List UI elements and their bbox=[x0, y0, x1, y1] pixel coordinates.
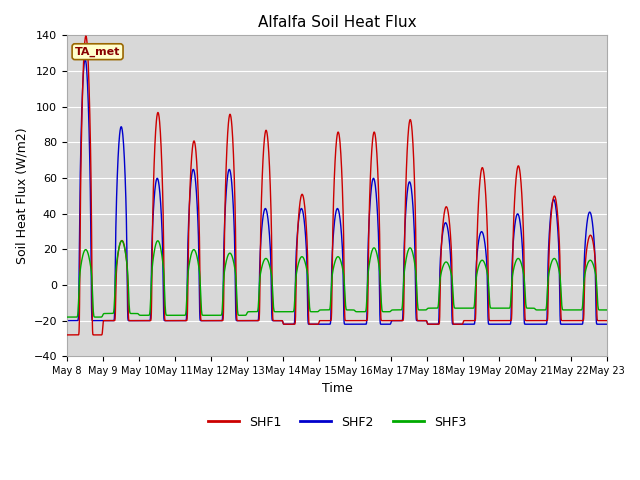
Y-axis label: Soil Heat Flux (W/m2): Soil Heat Flux (W/m2) bbox=[15, 128, 28, 264]
SHF3 bbox=[63, 314, 70, 320]
SHF3 bbox=[494, 305, 502, 311]
SHF3 bbox=[365, 268, 372, 274]
SHF2 bbox=[495, 321, 502, 327]
Line: SHF1: SHF1 bbox=[67, 36, 607, 335]
SHF2 bbox=[353, 321, 361, 327]
SHF1 bbox=[365, 257, 372, 263]
SHF1 bbox=[353, 318, 360, 324]
Title: Alfalfa Soil Heat Flux: Alfalfa Soil Heat Flux bbox=[258, 15, 416, 30]
SHF1 bbox=[571, 318, 579, 324]
SHF2 bbox=[604, 321, 611, 327]
SHF2 bbox=[214, 318, 221, 324]
SHF1 bbox=[604, 318, 611, 324]
SHF2 bbox=[556, 300, 564, 305]
SHF1 bbox=[63, 332, 70, 338]
SHF2 bbox=[281, 321, 289, 327]
SHF1 bbox=[82, 33, 90, 39]
SHF3 bbox=[214, 312, 221, 318]
SHF3 bbox=[604, 307, 611, 313]
X-axis label: Time: Time bbox=[321, 382, 353, 395]
SHF1 bbox=[214, 318, 221, 324]
Line: SHF3: SHF3 bbox=[67, 241, 607, 317]
SHF2 bbox=[81, 56, 89, 62]
SHF2 bbox=[571, 321, 579, 327]
Legend: SHF1, SHF2, SHF3: SHF1, SHF2, SHF3 bbox=[203, 411, 471, 434]
Line: SHF2: SHF2 bbox=[67, 59, 607, 324]
SHF2 bbox=[365, 229, 372, 235]
SHF1 bbox=[556, 245, 563, 251]
SHF3 bbox=[353, 309, 360, 314]
Text: TA_met: TA_met bbox=[75, 47, 120, 57]
SHF3 bbox=[556, 271, 563, 276]
SHF2 bbox=[63, 318, 70, 324]
SHF1 bbox=[494, 318, 502, 324]
SHF3 bbox=[118, 238, 125, 244]
SHF3 bbox=[571, 307, 579, 313]
